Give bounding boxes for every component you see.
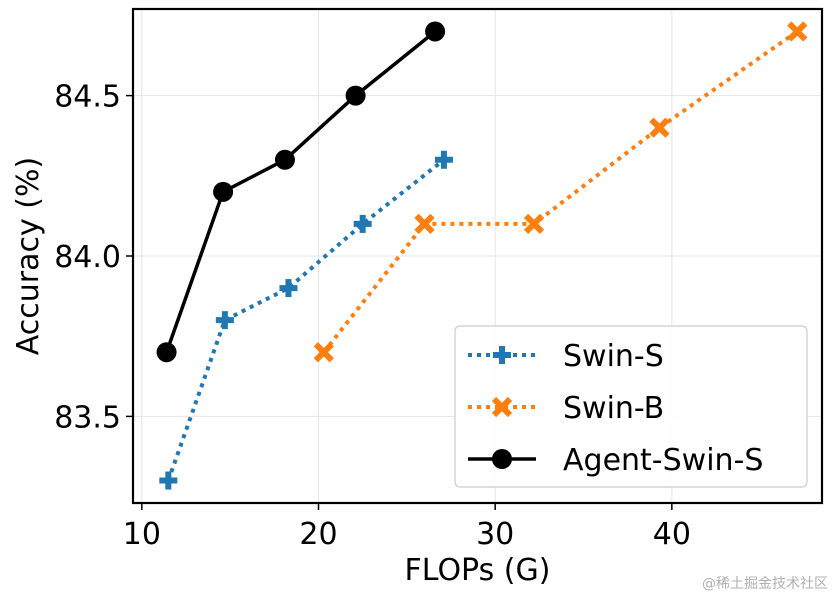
swin-b-point [787,21,808,42]
y-axis-label: Accuracy (%) [11,157,46,355]
swin-b-point [649,117,670,138]
x-axis-label: FLOPs (G) [405,553,551,588]
x-tick-label: 40 [653,517,691,552]
agent-swin-s-point [274,149,295,170]
legend: Swin-S Swin-B Agent-Swin-S [454,325,808,488]
x-tick-label: 20 [299,517,337,552]
agent-swin-s-point [425,21,446,42]
agent-swin-s-point [156,342,177,363]
swin-b-point [313,342,334,363]
y-tick-label: 84.0 [54,240,121,275]
swin-s-point [159,471,178,490]
agent-swin-s-point [213,181,234,202]
swin-b-point [523,213,545,235]
legend-swin-b-marker [491,396,513,418]
swin-s-line [166,158,446,482]
swin-s-point [279,279,298,298]
swin-b-line [322,29,799,354]
watermark-text: @稀土掘金技术社区 [702,576,828,592]
x-tick-label: 30 [476,517,514,552]
legend-agent-swin-s-marker [492,449,512,469]
y-tick-label: 84.5 [54,80,121,115]
swin-s-point [353,214,372,233]
plot-series [156,21,808,490]
legend-agent-swin-s-label: Agent-Swin-S [563,443,763,478]
legend-swin-b-label: Swin-B [563,391,664,426]
legend-box [454,325,808,488]
swin-s-point [215,311,234,330]
swin-b-point [414,213,435,235]
legend-swin-s-marker [493,346,511,364]
swin-s-point [434,150,453,169]
x-tick-label: 10 [123,517,161,552]
agent-swin-s-point [345,85,366,106]
axis-ticks: 10 20 30 40 83.5 84.0 84.5 [54,80,691,552]
agent-swin-s-line [164,30,437,353]
y-tick-label: 83.5 [54,400,121,435]
legend-swin-s-label: Swin-S [563,339,664,374]
